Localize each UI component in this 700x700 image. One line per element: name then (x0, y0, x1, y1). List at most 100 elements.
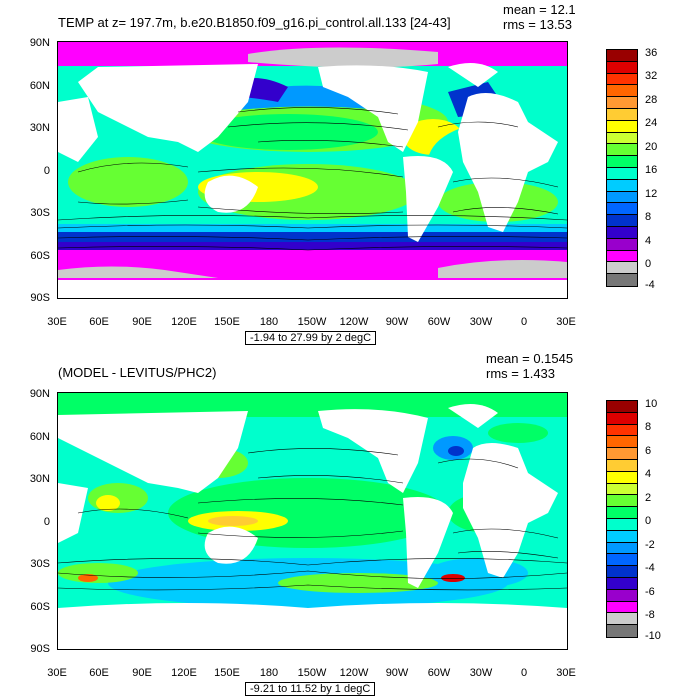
panel1-lon-150w: 150W (297, 316, 327, 328)
panel2-colorbar-swatch (607, 412, 637, 425)
panel2-lon-60w: 60W (427, 667, 451, 679)
panel1-colorbar-swatch (607, 226, 637, 239)
panel2-cb-label-neg6: -6 (645, 586, 655, 598)
panel2-lat-90n: 90N (29, 388, 50, 400)
panel2-lat-0: 0 (43, 516, 50, 528)
panel1-colorbar-swatch (607, 73, 637, 86)
panel2-colorbar-swatch (607, 483, 637, 496)
panel1-contours (58, 107, 567, 251)
panel1-colorbar-swatch (607, 132, 637, 145)
panel1-cb-label-24: 24 (645, 117, 658, 129)
panel2-lon-150e: 150E (214, 667, 240, 679)
panel1-cb-label-12: 12 (645, 188, 658, 200)
panel1-colorbar (606, 49, 638, 287)
panel2-colorbar-swatch (607, 424, 637, 437)
panel2-colorbar-swatch (607, 589, 637, 602)
panel1-lon-180: 180 (259, 316, 279, 328)
panel1-range-label: -1.94 to 27.99 by 2 degC (245, 331, 377, 345)
panel2-lon-120e: 120E (171, 667, 197, 679)
panel2-rms: rms = 1.433 (486, 366, 556, 381)
panel2-map-svg (58, 393, 567, 649)
panel2-lon-150w: 150W (297, 667, 327, 679)
panel2-colorbar-swatch (607, 436, 637, 449)
panel2-contours (58, 448, 567, 591)
panel1-cb-label-20: 20 (645, 141, 658, 153)
panel2-colorbar (606, 400, 638, 638)
panel1-lat-0: 0 (43, 165, 50, 177)
panel1-colorbar-swatch (607, 97, 637, 109)
panel1-lon-30e: 30E (47, 316, 67, 328)
panel2-cb-label-0: 0 (645, 515, 652, 527)
panel1-lon-0: 0 (520, 316, 528, 328)
panel1-lat-90s: 90S (30, 292, 50, 304)
panel2-lat-30n: 30N (29, 473, 50, 485)
panel2-lon-90e: 90E (132, 667, 152, 679)
panel2-lon-60e: 60E (89, 667, 109, 679)
panel2-map (57, 392, 568, 650)
panel2-lon-0: 0 (520, 667, 528, 679)
panel1-cb-label-4: 4 (645, 235, 652, 247)
panel1-lon-90e: 90E (132, 316, 152, 328)
panel2-colorbar-swatch (607, 507, 637, 519)
panel1-mean: mean = 12.1 (503, 2, 576, 17)
panel1-colorbar-swatch (607, 156, 637, 168)
panel2-cb-label-10: 10 (645, 398, 658, 410)
panel2-lon-30e: 30E (47, 667, 67, 679)
panel1-colorbar-swatch (607, 85, 637, 98)
panel2-lon-90w: 90W (385, 667, 409, 679)
panel2-lat-60s: 60S (30, 601, 50, 613)
panel2-colorbar-swatch (607, 518, 637, 531)
panel1-map (57, 41, 568, 299)
panel2-cb-label-2: 2 (645, 492, 652, 504)
panel1-cb-label-8: 8 (645, 211, 652, 223)
panel2-colorbar-swatch (607, 471, 637, 484)
panel2-range-label: -9.21 to 11.52 by 1 degC (245, 682, 376, 696)
panel1-colorbar-swatch (607, 61, 637, 74)
panel2-colorbar-swatch (607, 566, 637, 578)
panel2-colorbar-swatch (607, 542, 637, 555)
panel2-cb-label-neg8: -8 (645, 609, 655, 621)
panel2-lat-30s: 30S (30, 558, 50, 570)
panel2-cb-label-4: 4 (645, 468, 652, 480)
panel1-lat-30n: 30N (29, 122, 50, 134)
panel2-colorbar-swatch (607, 554, 637, 567)
panel1-colorbar-swatch (607, 250, 637, 263)
panel1-colorbar-swatch (607, 179, 637, 192)
panel1-cb-label-neg4: -4 (645, 279, 655, 291)
panel2-cb-label-6: 6 (645, 445, 652, 457)
panel1-title: TEMP at z= 197.7m, b.e20.B1850.f09_g16.p… (58, 15, 451, 30)
panel2-title: (MODEL - LEVITUS/PHC2) (58, 365, 217, 380)
panel1-lat-90n: 90N (29, 37, 50, 49)
panel2-colorbar-swatch (607, 601, 637, 614)
panel1-lon-120e: 120E (171, 316, 197, 328)
panel2-lon-30w: 30W (469, 667, 493, 679)
panel2-lat-60n: 60N (29, 431, 50, 443)
panel1-colorbar-swatch (607, 120, 637, 133)
panel2-lon-120w: 120W (339, 667, 369, 679)
panel2-cb-label-neg10: -10 (645, 630, 661, 642)
panel1-lat-30s: 30S (30, 207, 50, 219)
panel2-cb-label-neg4: -4 (645, 562, 655, 574)
panel2-mean: mean = 0.1545 (486, 351, 574, 366)
panel1-lon-60w: 60W (427, 316, 451, 328)
panel1-cb-label-0: 0 (645, 258, 652, 270)
panel1-colorbar-swatch (607, 203, 637, 216)
panel1-colorbar-swatch (607, 274, 637, 286)
panel1-cb-label-36: 36 (645, 47, 658, 59)
panel2-lat-90s: 90S (30, 643, 50, 655)
panel1-colorbar-swatch (607, 144, 637, 157)
panel2-colorbar-swatch (607, 625, 637, 637)
panel1-lon-60e: 60E (89, 316, 109, 328)
panel1-lon-30w: 30W (469, 316, 493, 328)
panel1-colorbar-swatch (607, 50, 637, 62)
panel1-cb-label-28: 28 (645, 94, 658, 106)
panel2-colorbar-swatch (607, 613, 637, 626)
panel2-colorbar-swatch (607, 530, 637, 543)
panel1-colorbar-swatch (607, 167, 637, 180)
panel2-lon-30e-right: 30E (556, 667, 576, 679)
panel1-colorbar-swatch (607, 108, 637, 121)
panel1-lon-30e-right: 30E (556, 316, 576, 328)
panel1-colorbar-swatch (607, 238, 637, 251)
panel2-colorbar-swatch (607, 448, 637, 460)
panel2-colorbar-swatch (607, 459, 637, 472)
